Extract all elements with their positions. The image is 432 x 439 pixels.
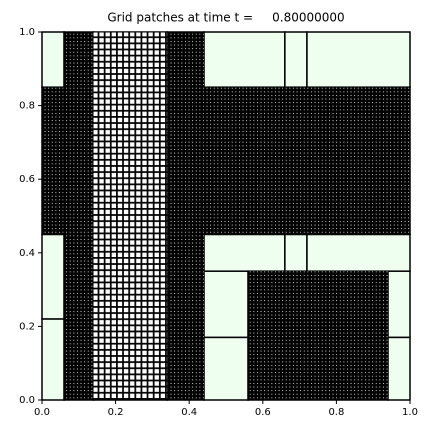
grid-patch: [306, 31, 411, 88]
y-tick-label: 0.4: [19, 248, 35, 259]
y-tick-label: 0.6: [19, 174, 35, 185]
x-tick-label: 0.4: [181, 407, 197, 418]
grid-patch: [41, 31, 65, 88]
grid-patch: [203, 233, 286, 272]
x-tick-label: 0.0: [34, 407, 50, 418]
patch-mesh: [93, 32, 168, 400]
y-tick-label: 0.0: [19, 395, 35, 406]
axes-frame: [41, 31, 411, 401]
plot-area: [41, 31, 411, 401]
patch-mesh: [167, 32, 204, 400]
x-tick-label: 0.2: [108, 407, 124, 418]
grid-patch: [41, 318, 65, 401]
grid-patch: [387, 270, 411, 339]
chart-title: Grid patches at time t = 0.80000000: [107, 11, 344, 25]
grid-patch: [41, 233, 65, 320]
grid-patch: [387, 336, 411, 401]
grid-patch: [306, 233, 411, 272]
grid-patch: [203, 336, 249, 401]
grid-patch: [203, 31, 286, 88]
x-tick-label: 0.6: [255, 407, 271, 418]
y-tick-label: 0.8: [19, 101, 35, 112]
y-tick-label: 1.0: [19, 27, 35, 38]
grid-patch: [203, 270, 249, 339]
patch-mesh: [64, 32, 94, 400]
x-tick-label: 1.0: [402, 407, 418, 418]
y-tick-label: 0.2: [19, 321, 35, 332]
grid-patch: [284, 31, 308, 88]
grid-patch: [284, 233, 308, 272]
patch-mesh: [248, 271, 388, 400]
x-tick-label: 0.8: [328, 407, 344, 418]
